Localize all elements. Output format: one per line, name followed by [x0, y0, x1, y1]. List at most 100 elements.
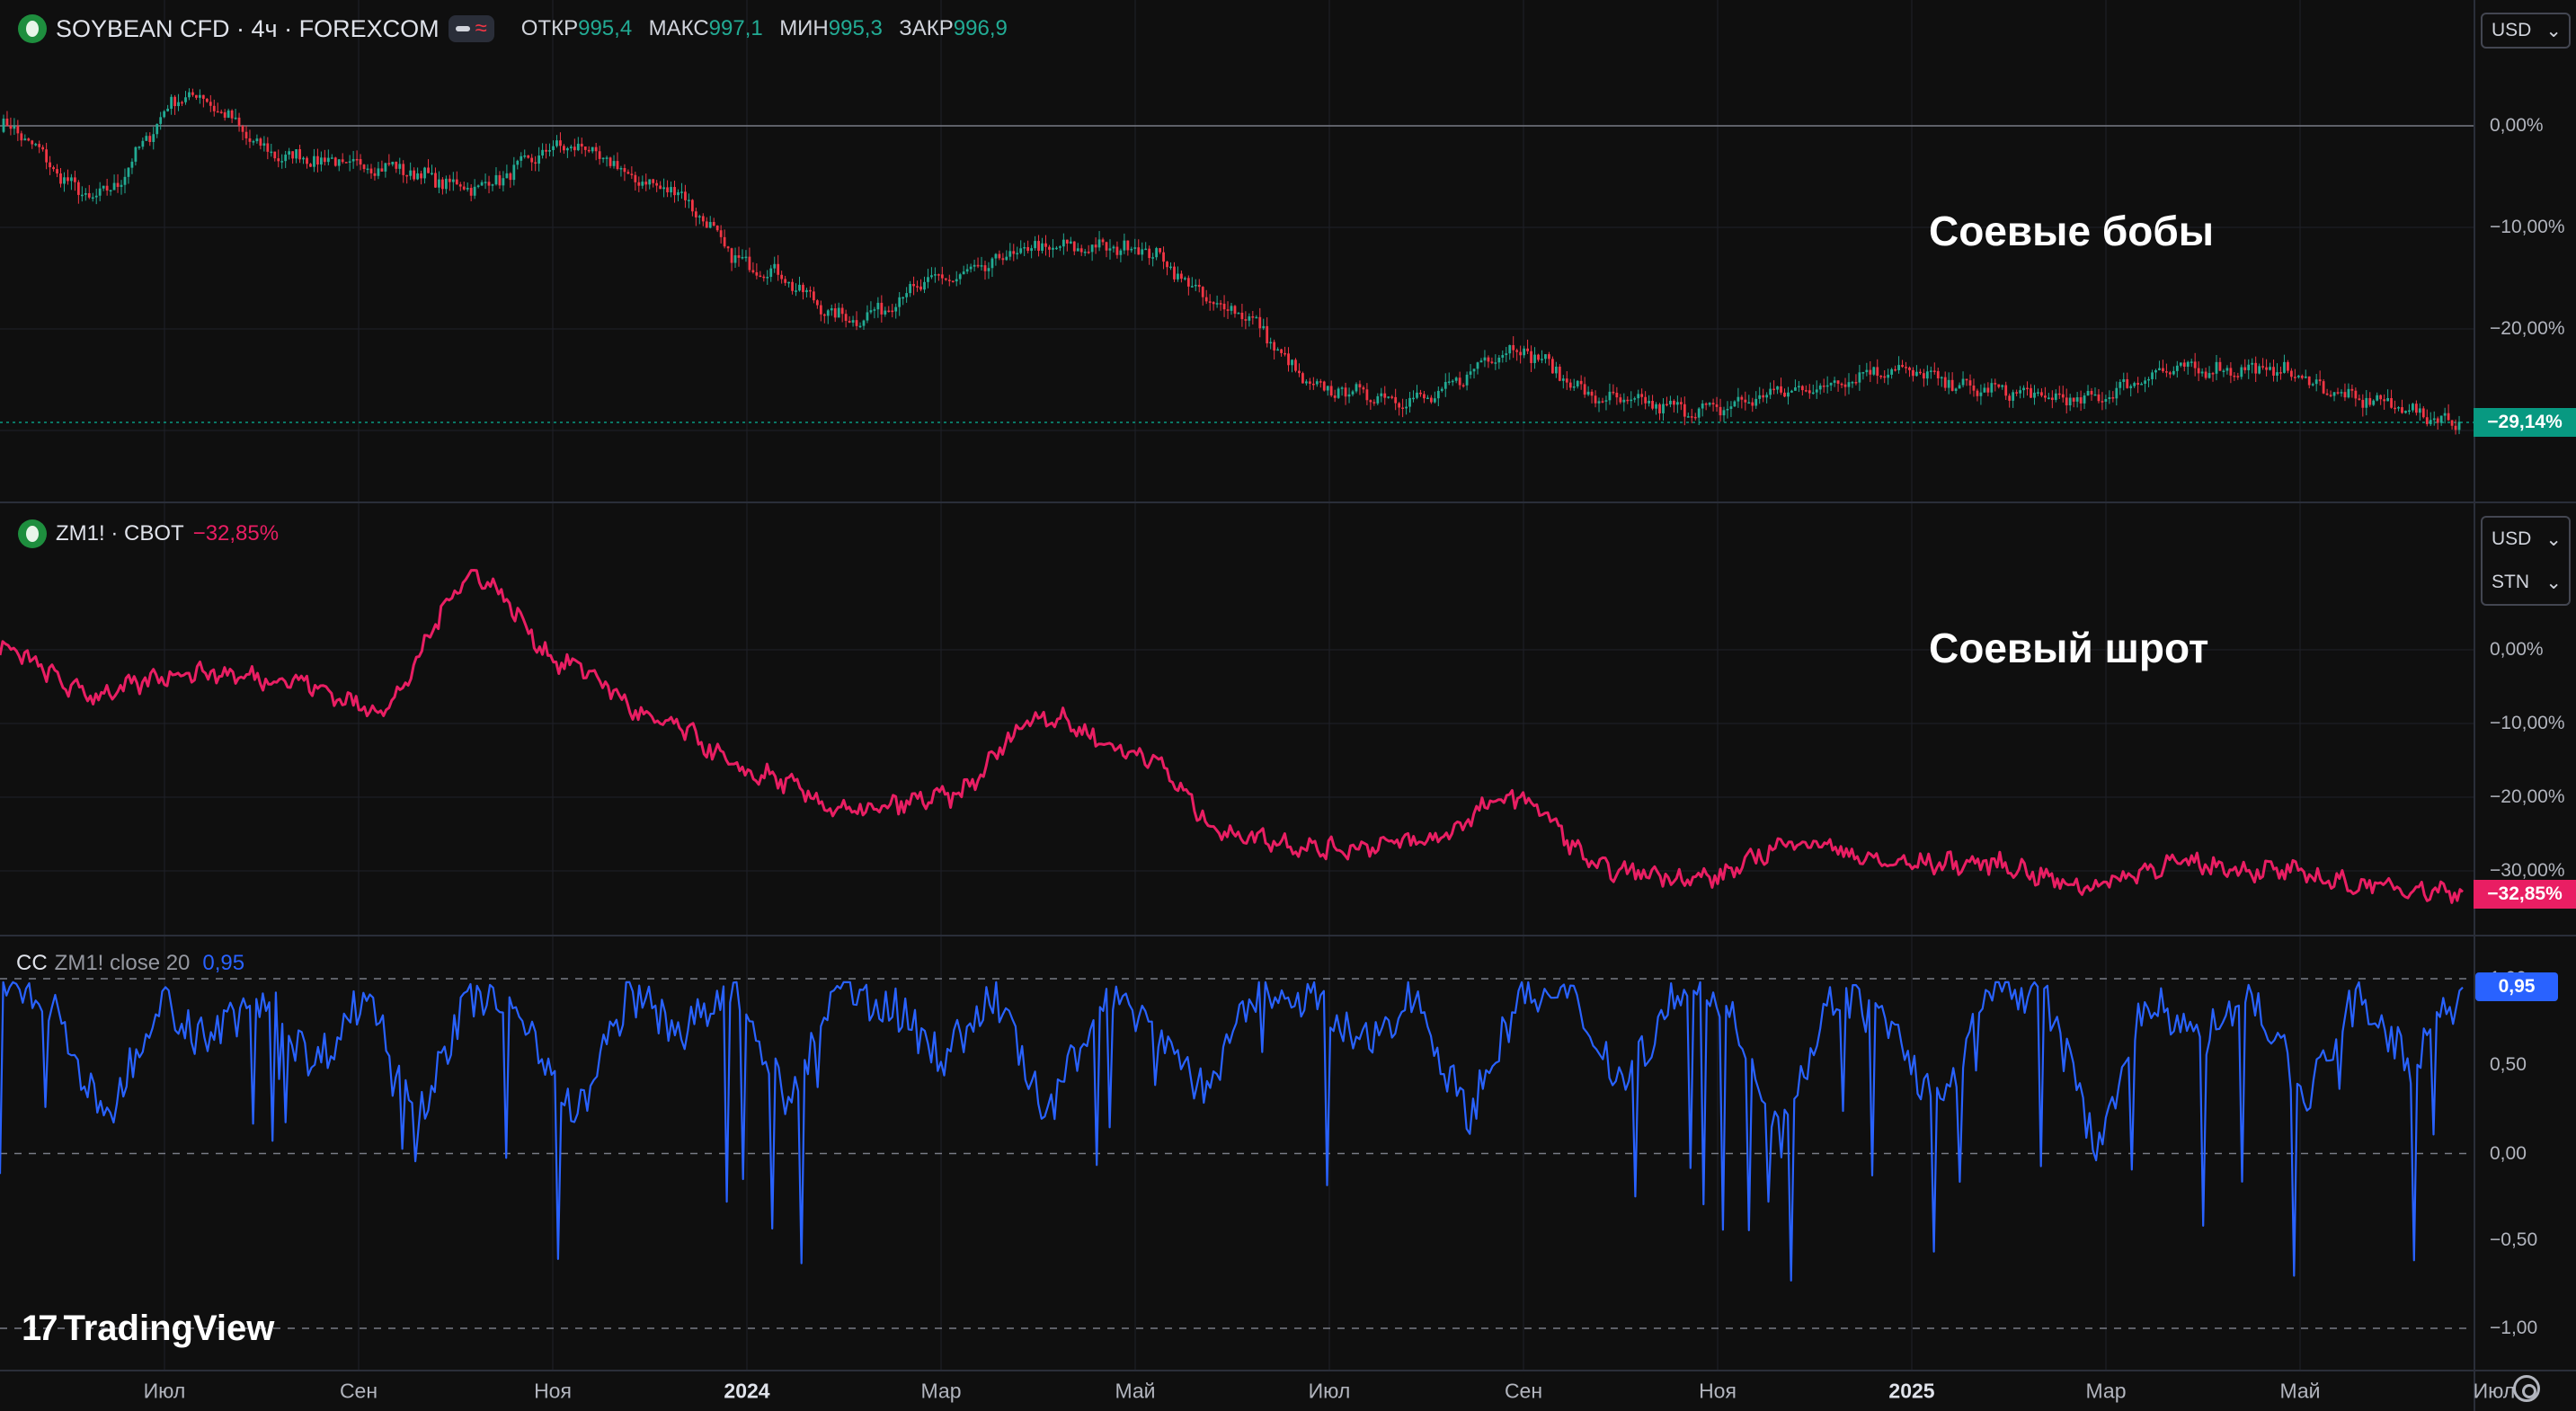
soybean-candle-body — [2340, 392, 2343, 394]
soybean-candle-body — [1376, 395, 1380, 404]
soybean-candle-body — [1016, 253, 1019, 255]
soybean-candle-body — [1458, 377, 1461, 386]
soybean-candle-body — [2101, 401, 2104, 403]
soybean-candle-body — [1141, 249, 1144, 255]
soybean-candle-body — [2193, 361, 2197, 368]
soybean-candle-body — [1101, 239, 1105, 243]
soybean-symbol-icon[interactable] — [18, 14, 47, 43]
soybean-candle-body — [1686, 416, 1690, 418]
wave-icon[interactable]: ≈ — [475, 16, 487, 40]
soybean-candle-body — [2165, 371, 2168, 373]
soybean-candle-body — [769, 268, 773, 278]
cc-last-badge: 0,95 — [2475, 972, 2558, 1001]
soybean-candle-body — [333, 157, 337, 166]
soybean-candle-body — [248, 138, 252, 142]
currency-selector-1[interactable]: USD ⌄ — [2481, 13, 2571, 49]
soybean-candle-body — [1905, 367, 1907, 368]
soybean-candle-body — [413, 170, 416, 180]
soybean-candle-body — [252, 141, 255, 143]
soybean-candle-body — [677, 191, 680, 196]
soybean-candle-body — [1997, 384, 2001, 387]
soybean-candle-body — [2307, 376, 2311, 386]
soybean-candle-body — [1273, 342, 1276, 351]
soybean-candle-body — [994, 253, 998, 259]
tradingview-logo[interactable]: 17 TradingView — [22, 1309, 274, 1349]
soybean-candle-body — [1626, 399, 1630, 402]
soybean-candle-body — [1947, 379, 1950, 388]
currency-label[interactable]: USD — [2492, 528, 2532, 549]
soybean-candle-body — [1772, 388, 1775, 391]
soybean-candle-body — [987, 268, 990, 271]
soybean-candle-body — [1901, 365, 1904, 368]
cc-indicator-name[interactable]: CC — [16, 951, 48, 975]
soybean-candle-body — [2439, 415, 2443, 423]
soybean-candle-body — [723, 236, 726, 247]
soybean-candle-body — [1151, 257, 1155, 259]
soybean-candle-body — [120, 184, 123, 187]
soymeal-symbol-title[interactable]: ZM1! · CBOT — [56, 521, 184, 546]
soybean-candle-body — [1983, 387, 1986, 393]
soybean-candle-body — [583, 146, 587, 150]
soybean-candle-body — [2314, 379, 2318, 385]
soybean-candle-body — [619, 167, 623, 170]
soybean-candle-body — [688, 200, 690, 201]
chart-canvas[interactable] — [0, 0, 2474, 1411]
soymeal-symbol-icon[interactable] — [18, 519, 47, 548]
hide-icon[interactable] — [455, 26, 470, 31]
soybean-candle-body — [291, 151, 295, 159]
time-axis-label: Май — [1115, 1379, 1156, 1403]
soybean-candle-body — [306, 157, 308, 164]
soybean-candle-body — [1519, 351, 1523, 356]
soybean-candle-body — [1222, 303, 1226, 310]
soybean-candle-body — [1972, 385, 1976, 391]
unit-label[interactable]: STN — [2492, 572, 2529, 592]
soybean-candle-body — [980, 265, 983, 267]
soybean-candle-body — [520, 155, 523, 161]
soybean-annotation[interactable]: Соевые бобы — [1929, 208, 2215, 254]
soybean-candle-body — [612, 161, 616, 166]
soybean-candle-body — [205, 98, 209, 102]
soybean-candle-body — [455, 179, 458, 185]
pane-separator-1[interactable] — [0, 501, 2576, 503]
soybean-candle-body — [1001, 258, 1005, 261]
soybean-zero-line — [0, 125, 2474, 423]
legend-controls[interactable]: ≈ — [448, 15, 494, 42]
soybean-candle-body — [1541, 359, 1543, 360]
soybean-candle-body — [1416, 392, 1418, 398]
soybean-candle-body — [316, 155, 319, 165]
soybean-candle-body — [84, 192, 87, 195]
currency-selector-2[interactable]: USD ⌄ STN ⌄ — [2481, 516, 2571, 606]
soybean-candle-body — [1005, 256, 1008, 261]
soymeal-annotation[interactable]: Соевый шрот — [1929, 625, 2209, 671]
soybean-candle-body — [673, 187, 676, 196]
soybean-candle-body — [2090, 390, 2093, 395]
soybean-candle-body — [1622, 399, 1626, 403]
pane-separator-2[interactable] — [0, 935, 2576, 936]
soybean-candle-body — [1733, 401, 1737, 407]
soybean-candle-body — [2414, 404, 2418, 413]
soybean-candle-body — [384, 163, 387, 172]
soybean-candle-body — [1929, 370, 1932, 372]
soybean-candle-body — [102, 185, 105, 189]
cc-legend: CC ZM1! close 20 0,95 — [16, 951, 244, 976]
soybean-tick-0: 0,00% — [2490, 115, 2544, 136]
soybean-candle-body — [163, 111, 166, 118]
soybean-candle-body — [13, 126, 16, 129]
gear-icon[interactable] — [2513, 1375, 2540, 1402]
soybean-candle-body — [49, 162, 51, 168]
soybean-candle-body — [1701, 404, 1704, 409]
soybean-candle-body — [591, 146, 594, 152]
soybean-symbol-title[interactable]: SOYBEAN CFD · 4ч · FOREXCOM — [56, 14, 440, 42]
soybean-candle-body — [2443, 413, 2447, 416]
cc-indicator-params[interactable]: ZM1! close 20 — [54, 951, 191, 975]
soybean-candle-body — [298, 149, 301, 160]
soybean-candle-body — [1747, 402, 1751, 404]
soybean-candle-body — [1558, 367, 1561, 381]
soybean-candle-body — [2158, 368, 2161, 370]
soybean-candle-body — [1658, 404, 1661, 413]
soybean-candle-body — [2068, 397, 2072, 406]
soybean-candle-body — [1380, 393, 1383, 396]
soybean-candle-body — [502, 178, 505, 186]
soybean-candle-body — [448, 178, 451, 182]
soybean-candle-body — [491, 184, 494, 186]
